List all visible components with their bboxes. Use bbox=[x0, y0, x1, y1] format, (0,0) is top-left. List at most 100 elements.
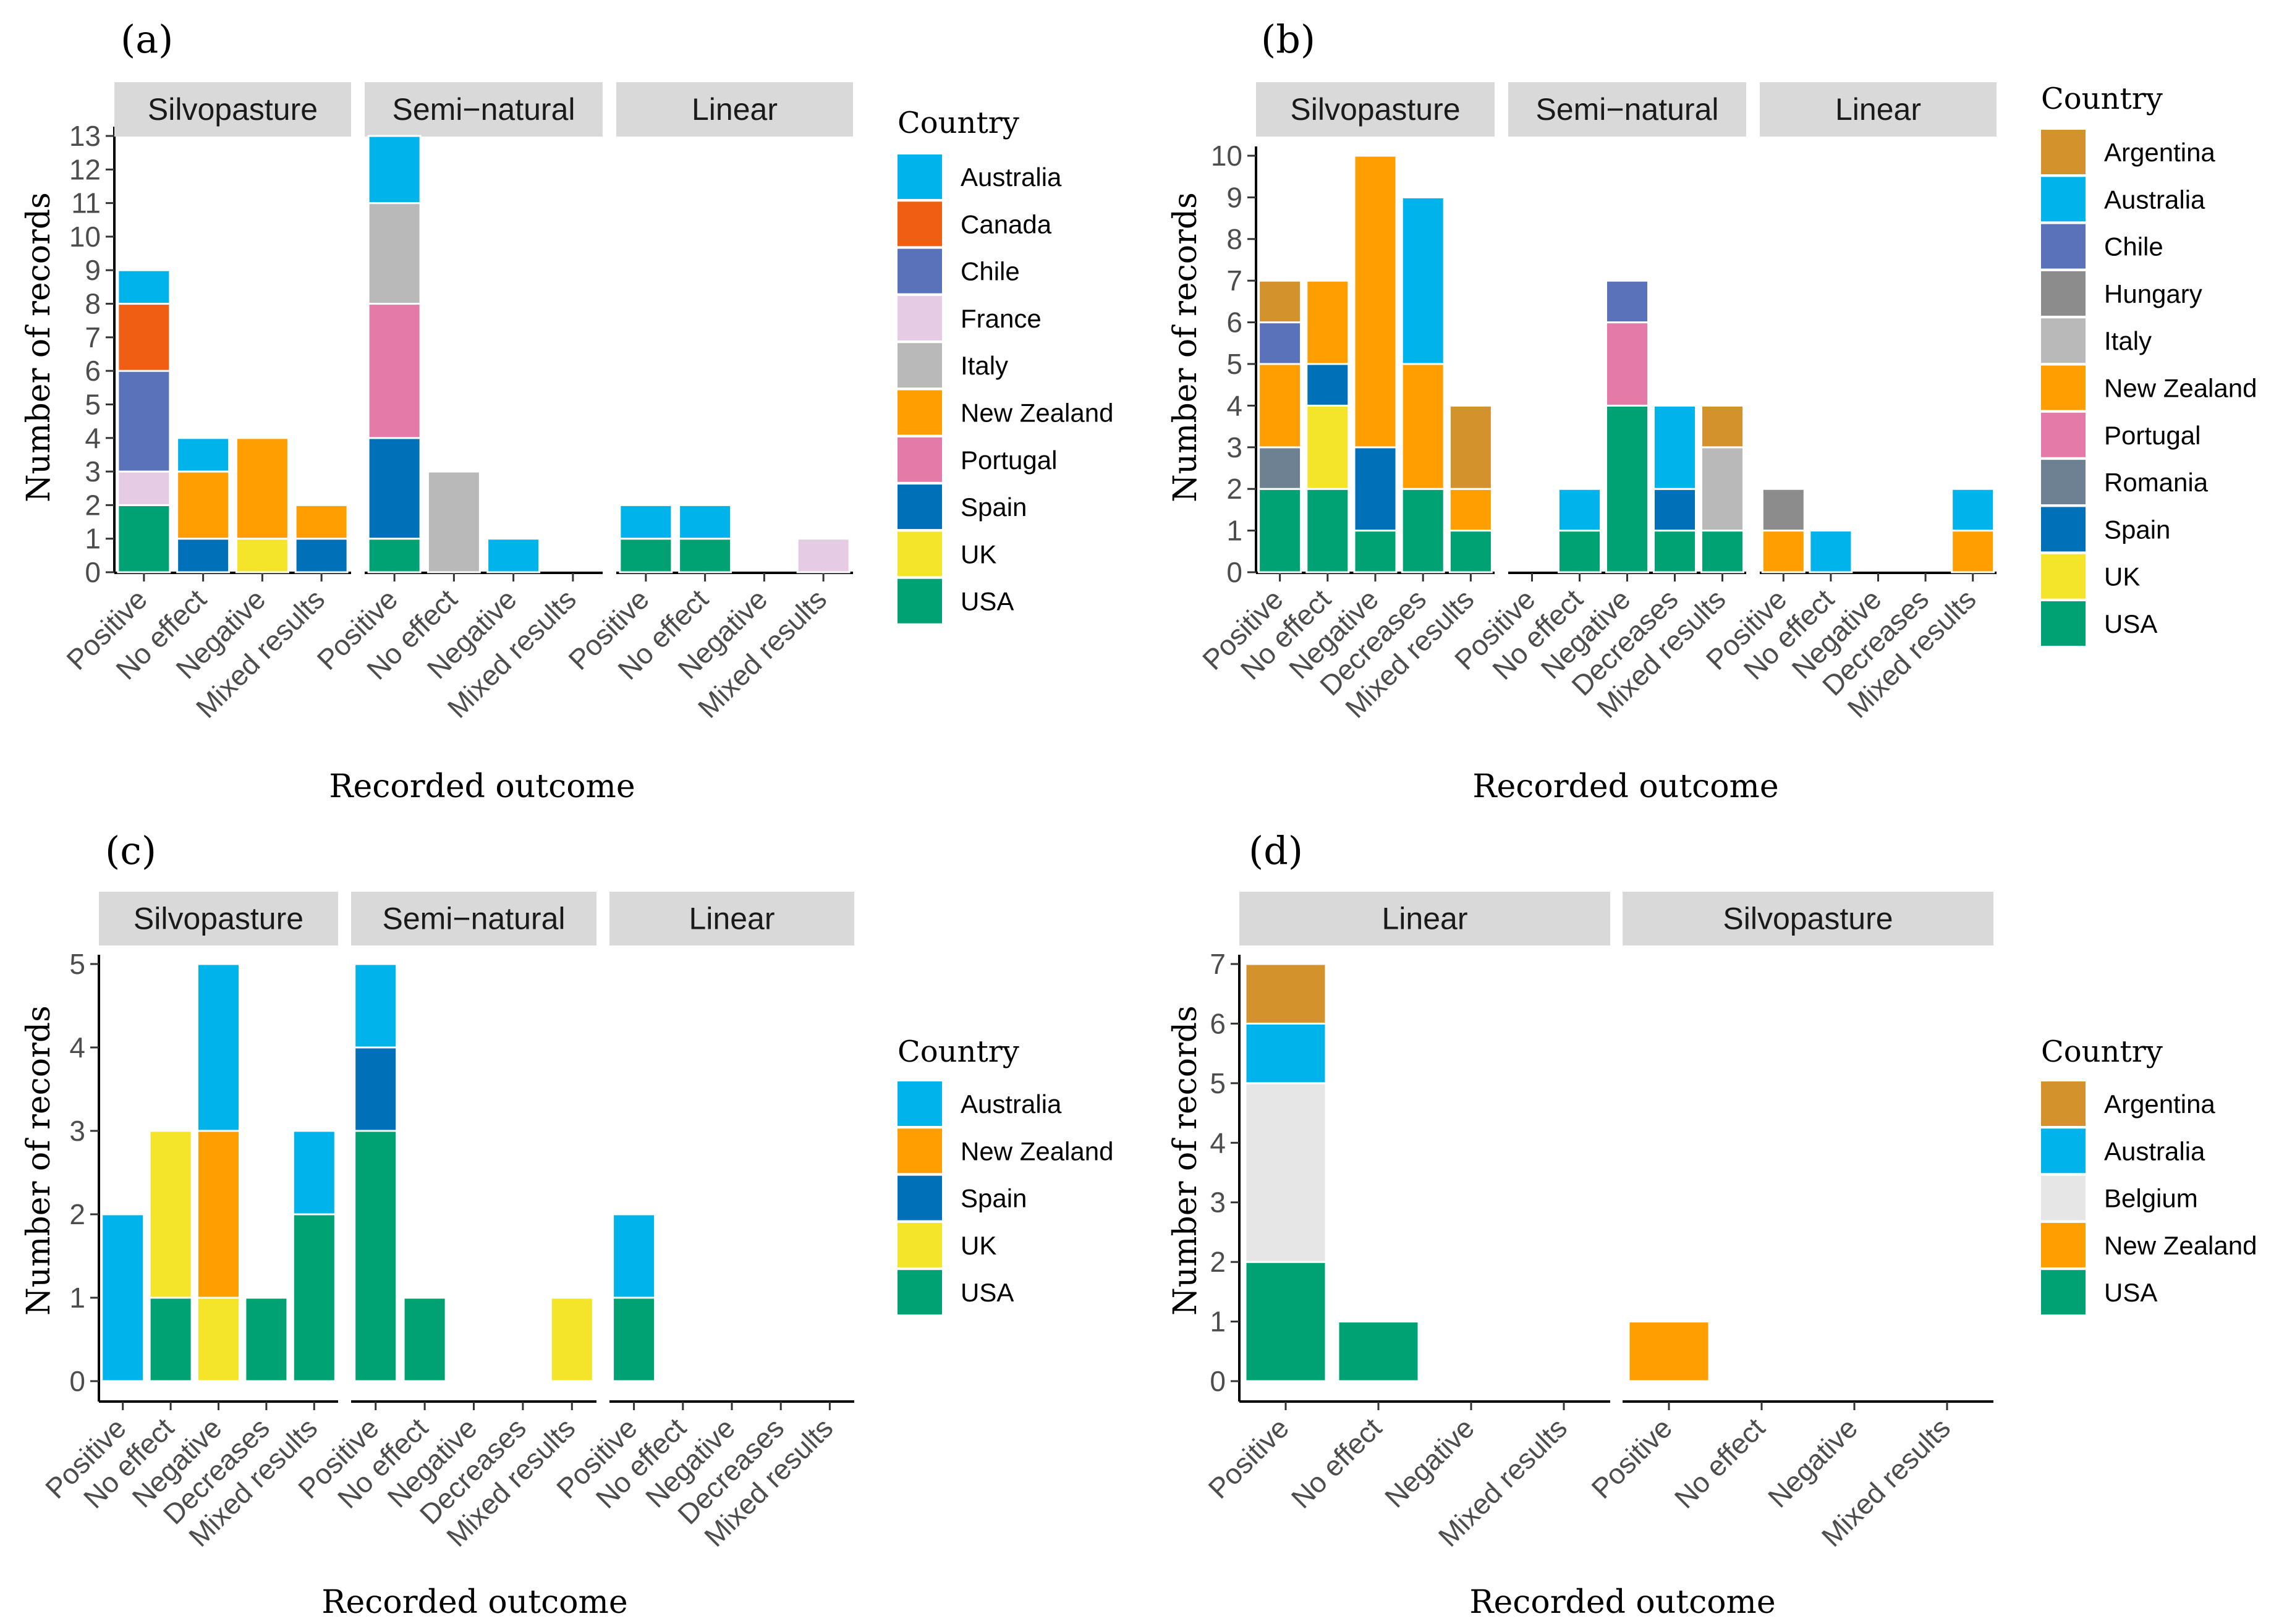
bar-segment bbox=[101, 1213, 145, 1382]
bar-segment bbox=[1605, 321, 1649, 407]
bar-segment bbox=[367, 437, 422, 540]
bar-segment bbox=[367, 135, 422, 205]
y-tick-label: 3 bbox=[1210, 1186, 1226, 1219]
y-tick-label: 0 bbox=[1210, 1365, 1226, 1397]
y-tick-label: 1 bbox=[1226, 515, 1242, 547]
bar-segment bbox=[1305, 363, 1350, 407]
legend-title: Country bbox=[2041, 1034, 2163, 1069]
bar-segment bbox=[796, 538, 851, 573]
legend-swatch bbox=[2041, 130, 2086, 174]
bar-segment bbox=[1258, 446, 1302, 490]
bar-segment bbox=[1700, 404, 1744, 449]
legend-label: UK bbox=[2104, 562, 2140, 591]
bar-segment bbox=[1305, 279, 1350, 365]
panel-label: (b) bbox=[1261, 17, 1315, 62]
bar-segment bbox=[1353, 154, 1398, 449]
facet-strip bbox=[1256, 82, 1495, 137]
y-tick-label: 1 bbox=[85, 523, 101, 555]
y-tick-label: 3 bbox=[85, 455, 101, 488]
panel-c: (c) Number of records Recorded outcome C… bbox=[20, 828, 1113, 1621]
legend-swatch bbox=[2041, 271, 2086, 316]
legend-label: Argentina bbox=[2104, 138, 2215, 167]
y-tick-label: 6 bbox=[1226, 307, 1242, 339]
y-tick-label: 8 bbox=[1226, 223, 1242, 255]
panel-label: (a) bbox=[121, 17, 173, 62]
y-tick-label: 12 bbox=[69, 153, 101, 185]
bar-segment bbox=[1305, 488, 1350, 573]
bar-segment bbox=[176, 437, 231, 473]
bar-segment bbox=[354, 1130, 398, 1382]
y-tick-label: 2 bbox=[85, 489, 101, 521]
legend-swatch bbox=[2041, 224, 2086, 269]
bar-segment bbox=[292, 1130, 336, 1216]
bar-segment bbox=[1258, 363, 1302, 449]
y-tick-label: 2 bbox=[1226, 473, 1242, 505]
bar-segment bbox=[197, 1296, 240, 1382]
x-axis-title: Recorded outcome bbox=[329, 768, 635, 805]
bar-segment bbox=[1401, 363, 1445, 490]
y-axis-title: Number of records bbox=[1167, 1005, 1204, 1316]
legend-swatch bbox=[898, 531, 942, 577]
bar-segment bbox=[1337, 1321, 1420, 1382]
legend-swatch bbox=[898, 1175, 942, 1220]
x-axis-title: Recorded outcome bbox=[1469, 1584, 1775, 1621]
facet-strip bbox=[616, 82, 853, 137]
bar-segment bbox=[1448, 488, 1493, 532]
y-axis-title: Number of records bbox=[20, 192, 57, 502]
legend-swatch bbox=[898, 1081, 942, 1126]
y-tick-label: 8 bbox=[85, 288, 101, 320]
bar-segment bbox=[402, 1296, 447, 1382]
facet-strip bbox=[351, 892, 596, 945]
bar-segment bbox=[612, 1213, 656, 1299]
y-tick-label: 7 bbox=[1210, 948, 1226, 980]
bar-segment bbox=[1558, 488, 1602, 532]
legend-label: France bbox=[961, 304, 1042, 333]
panel-d: (d) Number of records Recorded outcome C… bbox=[1167, 828, 2257, 1621]
legend-label: New Zealand bbox=[961, 1136, 1113, 1165]
facet-strip-label: Silvopasture bbox=[148, 92, 318, 127]
y-tick-label: 6 bbox=[1210, 1007, 1226, 1039]
bar-segment bbox=[1401, 488, 1445, 573]
bar-segment bbox=[1653, 530, 1697, 573]
bar-segment bbox=[117, 370, 171, 473]
y-tick-label: 10 bbox=[69, 221, 101, 253]
facet-strip-label: Semi−natural bbox=[383, 902, 566, 936]
legend-label: Spain bbox=[961, 493, 1027, 522]
bar-segment bbox=[1809, 530, 1853, 573]
y-tick-label: 7 bbox=[1226, 264, 1242, 297]
x-tick-label: Positive bbox=[1202, 1411, 1295, 1505]
legend-label: Chile bbox=[961, 257, 1020, 286]
bar-segment bbox=[1700, 530, 1744, 573]
legend-label: USA bbox=[2104, 609, 2157, 638]
bar-segment bbox=[292, 1213, 336, 1382]
legend-swatch bbox=[2041, 365, 2086, 410]
legend-swatch bbox=[2041, 1222, 2086, 1267]
facet-strip bbox=[1239, 892, 1610, 945]
legend-label: Canada bbox=[961, 209, 1052, 239]
bar-segment bbox=[197, 963, 240, 1132]
y-tick-label: 2 bbox=[69, 1198, 85, 1230]
y-tick-label: 13 bbox=[69, 120, 101, 152]
legend-title: Country bbox=[2041, 82, 2163, 116]
legend-swatch bbox=[898, 390, 942, 435]
legend-label: New Zealand bbox=[961, 399, 1113, 428]
legend-swatch bbox=[898, 154, 942, 199]
facet-strip bbox=[1508, 82, 1746, 137]
facet-strip-label: Silvopasture bbox=[134, 902, 303, 936]
legend-label: Belgium bbox=[2104, 1184, 2198, 1213]
bar-segment bbox=[235, 437, 289, 540]
bar-segment bbox=[367, 538, 422, 573]
legend-swatch bbox=[2041, 507, 2086, 552]
bar-segment bbox=[619, 504, 673, 540]
y-tick-label: 9 bbox=[85, 254, 101, 286]
y-axis-title: Number of records bbox=[20, 1005, 57, 1316]
legend-swatch bbox=[2041, 601, 2086, 646]
y-tick-label: 4 bbox=[1226, 389, 1242, 421]
bar-segment bbox=[117, 470, 171, 506]
bar-segment bbox=[367, 202, 422, 305]
legend-label: Portugal bbox=[2104, 421, 2200, 450]
y-tick-label: 4 bbox=[85, 422, 101, 454]
panel-a: (a) Number of records Recorded outcome C… bbox=[20, 17, 1113, 805]
x-tick-label: No effect bbox=[1285, 1411, 1388, 1515]
